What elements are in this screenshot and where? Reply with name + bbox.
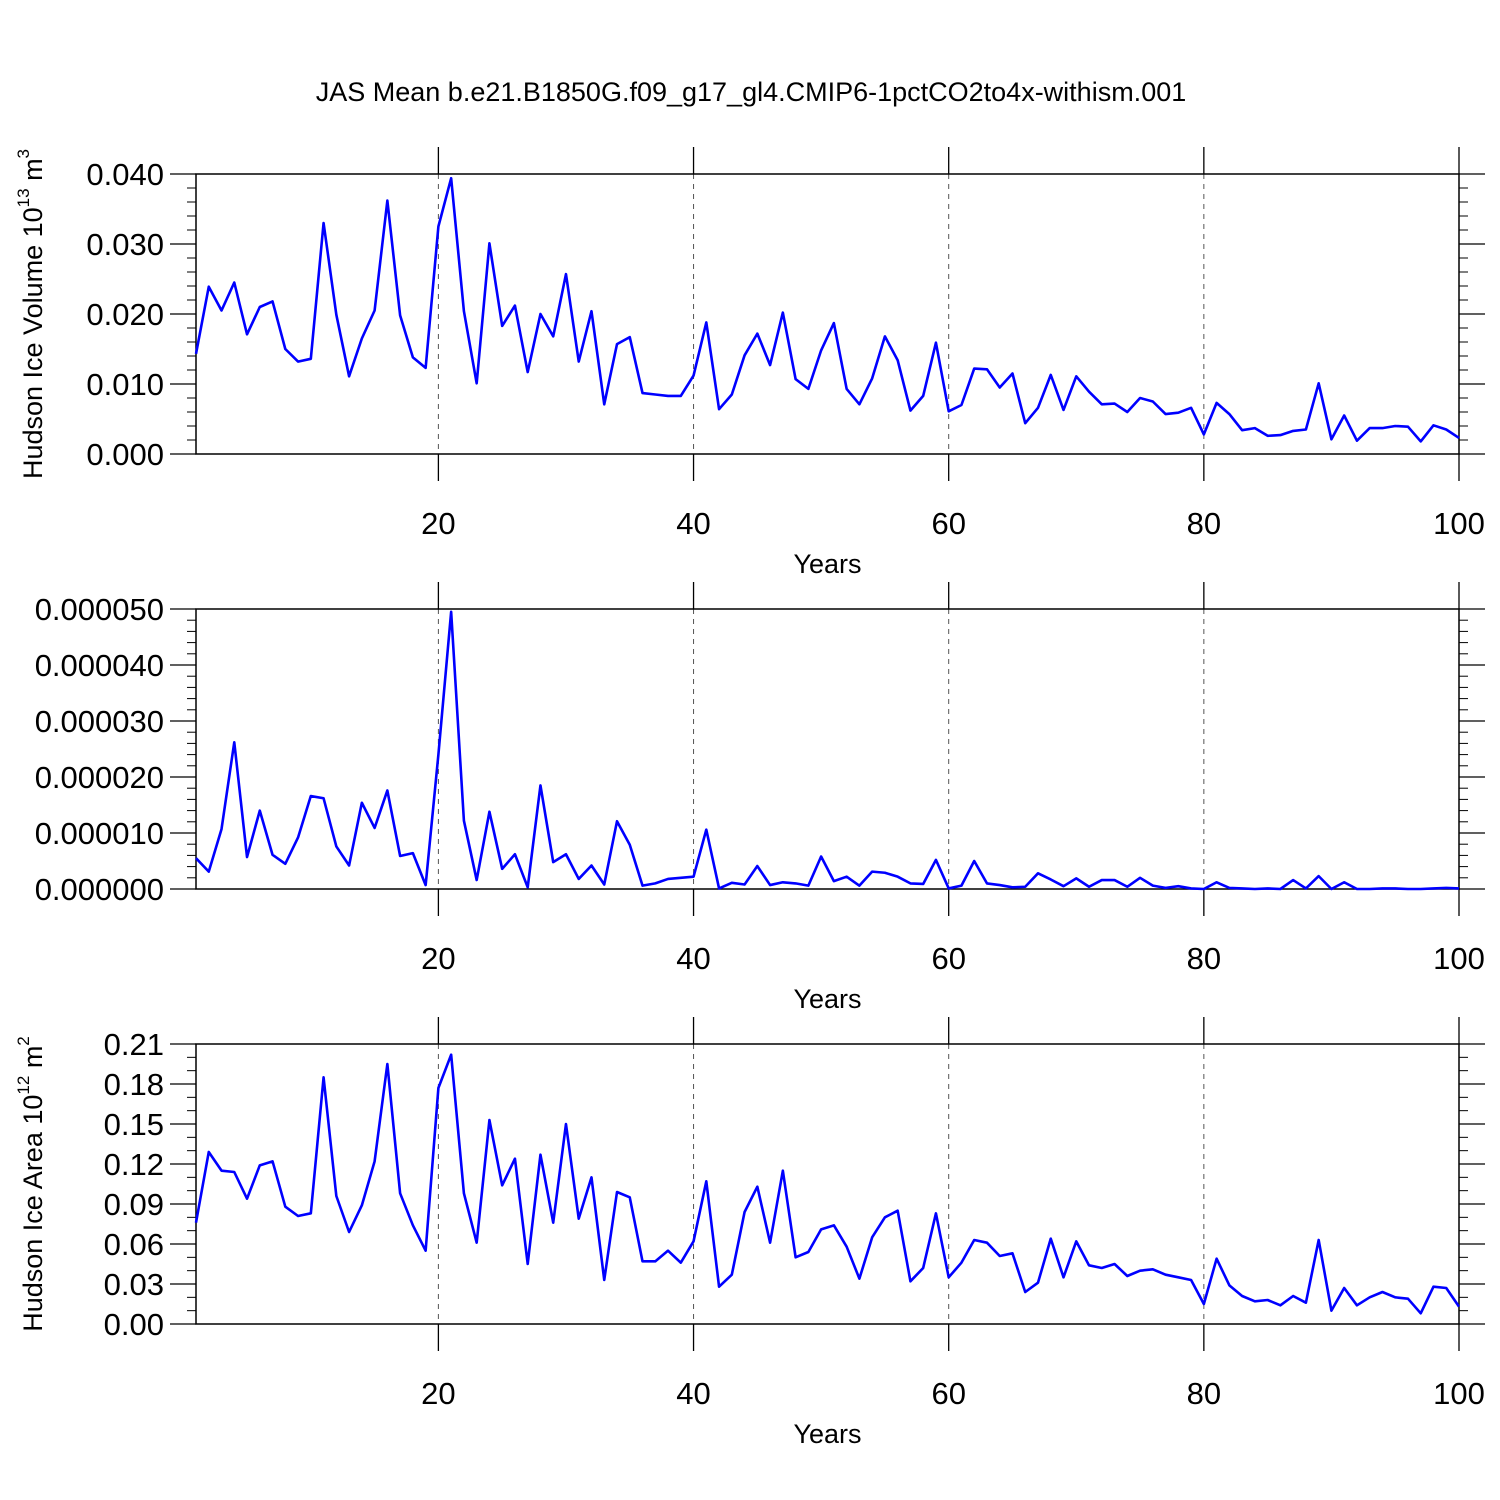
x-tick-label: 20 xyxy=(421,1376,455,1411)
x-axis-label: Years xyxy=(793,549,861,579)
middle-panel: 0.000000 0.000010 0.000020 0.000030 0.000040… xyxy=(35,582,1485,1014)
y-tick-label: 0.000000 xyxy=(35,872,164,907)
plot-frame xyxy=(195,1043,1460,1325)
area-panel: 0.00 0.03 0.06 0.09 0.12 0.15 0.18 0.21 20 40 60 80… xyxy=(14,1017,1485,1449)
y-axis-label-unit-exp: 2 xyxy=(14,1036,33,1045)
y-tick-label: 0.040 xyxy=(86,157,164,192)
y-tick-label: 0.09 xyxy=(104,1187,164,1222)
y-tick-label: 0.03 xyxy=(104,1267,164,1302)
series-line xyxy=(194,176,1460,443)
plot-frame xyxy=(195,608,1460,890)
series-line xyxy=(194,1053,1461,1315)
y-axis-label-unit-exp: 3 xyxy=(14,149,33,158)
x-tick-label: 100 xyxy=(1433,941,1485,976)
y-tick-label: 0.15 xyxy=(104,1107,164,1142)
x-tick-label: 100 xyxy=(1433,1376,1485,1411)
y-axis-label-base: Hudson Ice Area 10 xyxy=(18,1095,48,1332)
x-tick-label: 60 xyxy=(931,941,965,976)
x-tick-label: 20 xyxy=(421,941,455,976)
x-axis-label: Years xyxy=(793,984,861,1014)
y-tick-label: 0.000040 xyxy=(35,648,164,683)
y-tick-label: 0.12 xyxy=(104,1147,164,1182)
y-axis-label: Hudson Ice Area 1012 m2 xyxy=(14,1036,48,1332)
y-tick-label: 0.030 xyxy=(86,227,164,262)
y-tick-label: 0.18 xyxy=(104,1067,164,1102)
y-tick-label: 0.00 xyxy=(104,1307,164,1342)
plot-frame xyxy=(195,173,1460,455)
y-axis-label-exp: 13 xyxy=(14,188,33,207)
x-tick-label: 80 xyxy=(1187,941,1221,976)
x-tick-label: 40 xyxy=(676,506,710,541)
y-tick-label: 0.010 xyxy=(86,367,164,402)
y-tick-label: 0.000030 xyxy=(35,704,164,739)
x-tick-label: 60 xyxy=(931,1376,965,1411)
y-tick-label: 0.000020 xyxy=(35,760,164,795)
volume-panel: 0.000 0.010 0.020 0.030 0.040 20 40 60 80 100 Year… xyxy=(14,147,1485,579)
series-line xyxy=(195,610,1460,891)
y-axis-label: Hudson Ice Volume 1013 m3 xyxy=(14,149,48,479)
x-tick-label: 60 xyxy=(931,506,965,541)
x-tick-label: 80 xyxy=(1187,1376,1221,1411)
y-axis-label-exp: 12 xyxy=(14,1076,33,1095)
x-tick-label: 20 xyxy=(421,506,455,541)
y-tick-label: 0.06 xyxy=(104,1227,164,1262)
y-tick-label: 0.000010 xyxy=(35,816,164,851)
y-tick-label: 0.000050 xyxy=(35,592,164,627)
x-axis-label: Years xyxy=(793,1419,861,1449)
y-tick-label: 0.21 xyxy=(104,1027,164,1062)
x-tick-label: 100 xyxy=(1433,506,1485,541)
panels: 0.000 0.010 0.020 0.030 0.040 20 40 60 80 100 Year… xyxy=(14,147,1485,1449)
y-axis-label-unit: m xyxy=(18,158,48,188)
y-axis-label-unit: m xyxy=(18,1046,48,1076)
figure-title: JAS Mean b.e21.B1850G.f09_g17_gl4.CMIP6-… xyxy=(316,77,1187,107)
x-tick-label: 40 xyxy=(676,1376,710,1411)
x-tick-label: 40 xyxy=(676,941,710,976)
y-tick-label: 0.020 xyxy=(86,297,164,332)
y-axis-label-base: Hudson Ice Volume 10 xyxy=(18,207,48,479)
x-tick-label: 80 xyxy=(1187,506,1221,541)
y-tick-label: 0.000 xyxy=(86,437,164,472)
